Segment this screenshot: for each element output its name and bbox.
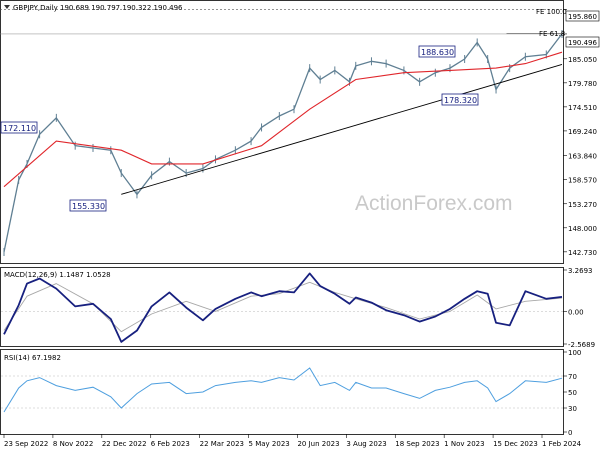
annotation-155330-label: 155.330: [72, 202, 105, 211]
trendline-group: [121, 64, 563, 195]
last-price-badge: 190.496: [565, 36, 600, 48]
macd-series: [3, 272, 563, 343]
date-tick-label: 15 Dec 2023: [493, 440, 538, 448]
date-tick-label: 20 Jun 2023: [297, 440, 339, 448]
price-tick-label: 163.840: [568, 153, 597, 161]
annotation-178320-label: 178.320: [444, 96, 477, 105]
price-title-marker-icon: [4, 5, 10, 9]
price-tick-label: 142.730: [568, 249, 597, 257]
fibonacci-levels: [0, 9, 563, 35]
date-tick-label: 5 May 2023: [249, 440, 290, 448]
annotation-155330: 155.330: [69, 199, 107, 212]
last-price-badge-label: 190.496: [568, 39, 597, 47]
macd-axis-ticks: 3.2693 0.00 -2.5689: [1, 267, 595, 349]
date-tick-label: 1 Feb 2024: [542, 440, 582, 448]
fe-100-price-badge: 195.860: [565, 10, 600, 22]
annotation-172110: 172.110: [0, 121, 38, 134]
annotation-188630: 188.630: [418, 45, 456, 58]
date-tick-label: 23 Sep 2022: [4, 440, 48, 448]
macd-panel-title: MACD(12,26,9) 1.1487 1.0528: [4, 271, 111, 279]
rsi-tick-label: 50: [568, 389, 577, 397]
date-tick-label: 8 Nov 2022: [53, 440, 93, 448]
macd-tick-label: 0.00: [568, 308, 584, 316]
price-panel-title: GBPJPY,Daily 190.689 190.797 190.322 190…: [13, 4, 183, 12]
price-line: [3, 33, 563, 253]
price-tick-label: 185.050: [568, 56, 597, 64]
date-tick-label: 3 Aug 2023: [346, 440, 386, 448]
date-tick-label: 1 Nov 2023: [444, 440, 484, 448]
ema-line: [3, 51, 563, 188]
rsi-line: [3, 367, 563, 413]
price-tick-label: 179.780: [568, 80, 597, 88]
annotation-178320: 178.320: [441, 93, 479, 106]
ema-series: [3, 51, 563, 188]
macd-panel-frame: [0, 267, 564, 347]
rsi-panel-title: RSI(14) 67.1982: [4, 354, 61, 362]
macd-signal-line: [3, 281, 563, 333]
fe-618-label: FE 61.8: [539, 30, 565, 38]
fe-100-label: FE 100.0: [536, 8, 567, 16]
annotation-188630-label: 188.630: [421, 48, 454, 57]
price-tick-label: 174.510: [568, 104, 597, 112]
date-tick-label: 18 Sep 2023: [395, 440, 439, 448]
price-tick-label: 158.570: [568, 177, 597, 185]
rsi-panel-frame: [0, 349, 564, 435]
rsi-tick-label: 70: [568, 373, 577, 381]
macd-tick-label: 3.2693: [568, 267, 593, 275]
rsi-series: [3, 367, 563, 413]
watermark: ActionForex.com: [355, 192, 513, 215]
price-axis-ticks: 185.050 179.780 174.510 169.240 163.840 158.5…: [563, 9, 597, 257]
price-tick-label: 153.270: [568, 201, 597, 209]
rsi-tick-label: 30: [568, 405, 577, 413]
date-tick-label: 6 Feb 2023: [151, 440, 190, 448]
macd-tick-label: -2.5689: [568, 341, 595, 349]
date-tick-label: 22 Mar 2023: [200, 440, 244, 448]
rsi-tick-label: 0: [568, 429, 572, 437]
price-series: [3, 29, 563, 256]
support-trendline: [121, 64, 563, 195]
price-tick-label: 169.240: [568, 128, 597, 136]
price-panel-frame: [0, 0, 564, 264]
annotation-172110-label: 172.110: [3, 124, 36, 133]
fe-100-price-badge-label: 195.860: [568, 13, 597, 21]
date-tick-label: 22 Dec 2022: [102, 440, 147, 448]
rsi-axis-ticks: 100 70 50 30 0: [1, 349, 581, 437]
macd-line: [3, 272, 563, 343]
rsi-tick-label: 100: [568, 349, 581, 357]
date-axis: 23 Sep 2022 8 Nov 2022 22 Dec 2022 6 Feb 20…: [3, 434, 582, 448]
price-tick-label: 148.000: [568, 225, 597, 233]
